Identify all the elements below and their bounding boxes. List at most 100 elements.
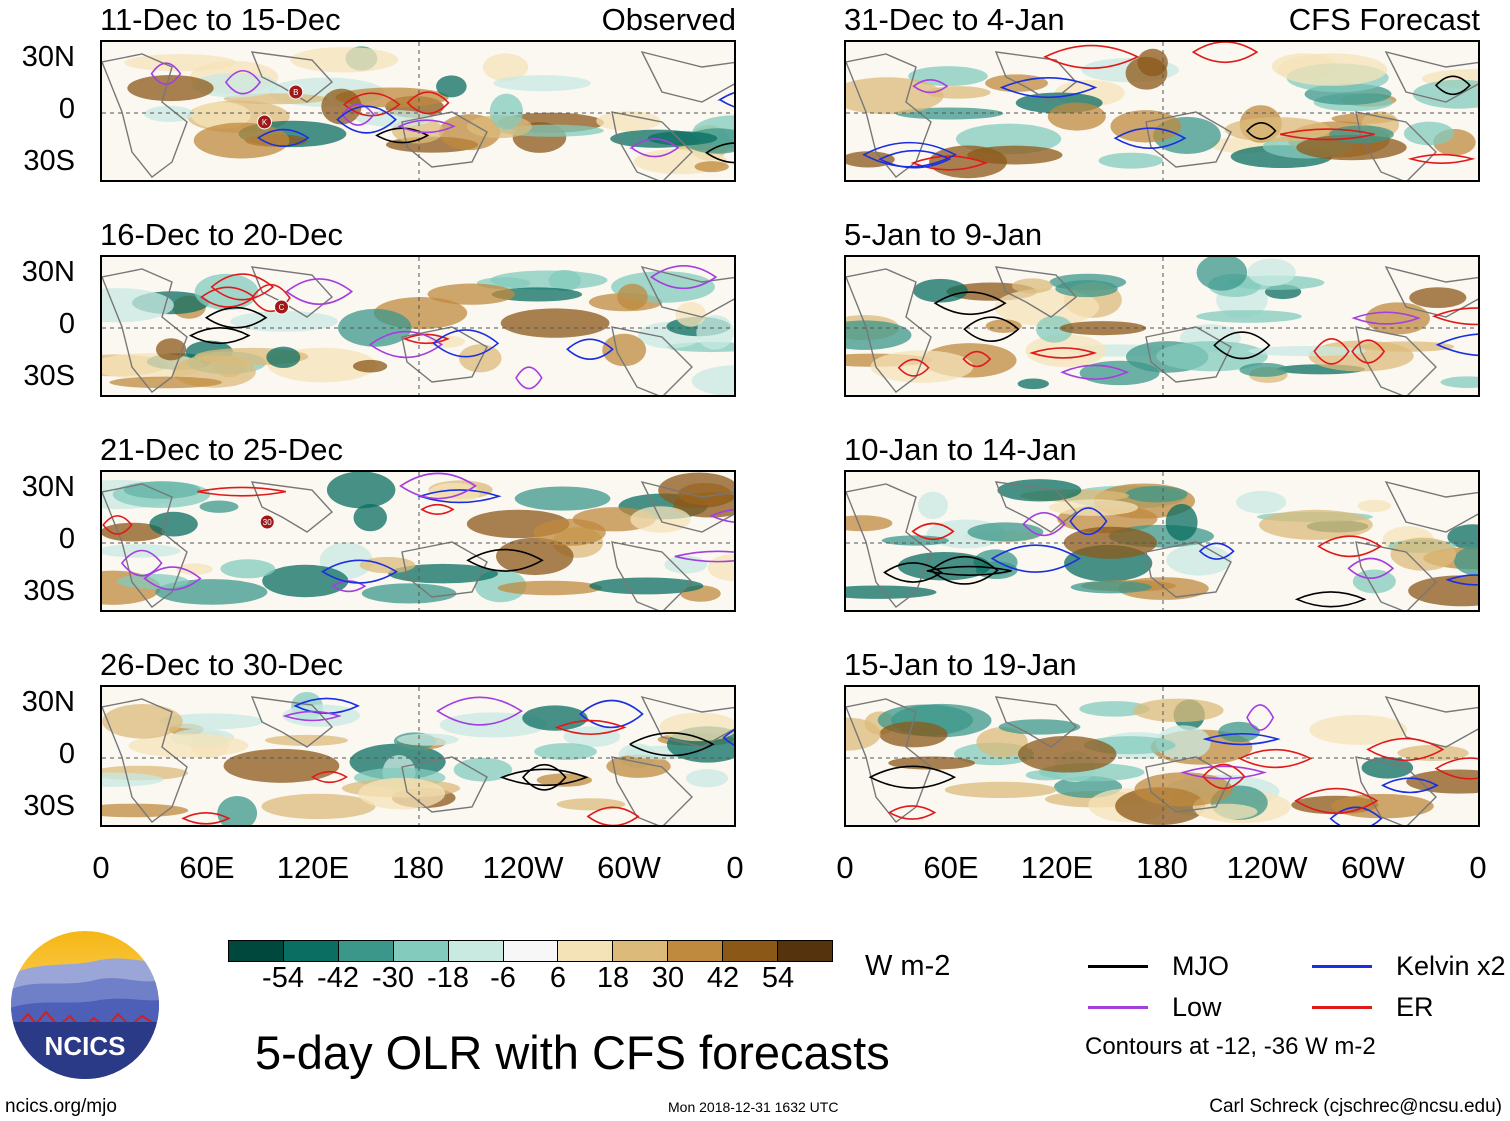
contour-line: [1431, 307, 1478, 326]
colorbar-label: -18: [427, 962, 469, 994]
contour-line: [210, 273, 275, 301]
olr-anomaly-blob: [1155, 725, 1211, 761]
olr-anomaly-blob: [1397, 745, 1469, 761]
olr-anomaly-blob: [1196, 257, 1248, 291]
colorbar-cell: [283, 941, 339, 961]
legend-label: Low: [1172, 992, 1222, 1022]
contour-line: [515, 366, 543, 390]
lon-label: 0: [1469, 850, 1487, 885]
panel-period: 26-Dec to 30-Dec: [100, 647, 343, 682]
olr-anomaly-blob: [1409, 287, 1467, 309]
contour-line: [862, 141, 957, 168]
lon-label: 0: [726, 850, 744, 885]
coastline: [994, 51, 1078, 103]
contour-line: [674, 550, 734, 563]
olr-anomaly-blob: [1331, 793, 1434, 819]
coastline: [640, 50, 734, 103]
colorbar-label: 54: [761, 962, 795, 994]
coastline: [611, 756, 693, 825]
lat-label: 30S: [23, 790, 75, 822]
lon-label: 60E: [179, 850, 235, 885]
olr-anomaly-blob: [881, 535, 950, 546]
coastline: [102, 483, 188, 608]
olr-map: [844, 470, 1480, 612]
olr-anomaly-blob: [102, 772, 164, 787]
olr-anomaly-blob: [497, 580, 603, 596]
olr-anomaly-blob: [691, 365, 734, 395]
colorbar-cell: [229, 941, 284, 961]
coastline: [1145, 326, 1232, 383]
panel-forecast-4: 15-Jan to 19-Jan: [844, 647, 1480, 829]
olr-anomaly-blob: [262, 564, 349, 598]
coastline: [250, 696, 334, 748]
colorbar-label: 6: [549, 962, 567, 994]
contours-note: Contours at -12, -36 W m-2: [1085, 1033, 1376, 1060]
coastline: [1355, 326, 1437, 395]
olr-anomaly-blob: [1156, 341, 1268, 372]
olr-anomaly-blob: [176, 563, 213, 575]
olr-anomaly-blob: [879, 721, 948, 748]
coastline: [1145, 756, 1232, 813]
olr-anomaly-blob: [1259, 509, 1373, 540]
olr-anomaly-blob: [658, 472, 734, 509]
contour-line: [897, 358, 930, 377]
contour-line: [1238, 749, 1313, 769]
olr-anomaly-blob: [1329, 125, 1394, 144]
olr-anomaly-blob: [846, 585, 937, 599]
olr-anomaly-blob: [696, 314, 734, 350]
olr-anomaly-blob: [326, 472, 396, 509]
olr-anomaly-blob: [491, 287, 583, 302]
olr-anomaly-blob: [191, 102, 251, 129]
contour-line: [1294, 787, 1379, 814]
contour-line: [250, 283, 291, 313]
contour-line: [417, 489, 502, 504]
contour-line: [399, 472, 477, 500]
olr-anomaly-blob: [606, 754, 671, 778]
storm-marker-label: C: [279, 303, 285, 312]
lon-label: 180: [1136, 850, 1188, 885]
olr-anomaly-blob: [335, 87, 449, 108]
contour-line: [1022, 511, 1066, 537]
contour-line: [963, 316, 1020, 342]
coastline: [994, 481, 1078, 533]
contour-line: [1202, 733, 1281, 746]
contour-line: [566, 338, 614, 360]
contour-line: [1043, 44, 1140, 69]
lon-label: 120W: [1226, 850, 1308, 885]
colorbar-label: -54: [262, 962, 304, 994]
lat-label: 0: [58, 93, 75, 125]
contour-line: [1317, 535, 1383, 558]
contour-line: [1351, 339, 1386, 364]
panel-period: 11-Dec to 15-Dec: [100, 2, 341, 37]
coastline: [102, 698, 188, 823]
contour-line: [1060, 364, 1130, 380]
contour-line: [321, 559, 398, 584]
coastline: [250, 51, 334, 103]
coastline: [640, 695, 734, 748]
olr-anomaly-blob: [1361, 756, 1414, 779]
panel-forecast-2: 5-Jan to 9-Jan: [844, 217, 1480, 399]
contour-line: [1069, 507, 1108, 536]
contour-line: [397, 119, 456, 134]
colorbar-label: 18: [596, 962, 630, 994]
coastline: [401, 326, 488, 383]
olr-anomaly-blob: [1196, 310, 1302, 323]
footer-timestamp: Mon 2018-12-31 1632 UTC: [668, 1099, 839, 1115]
storm-marker-label: K: [262, 118, 268, 127]
olr-anomaly-blob: [1236, 490, 1287, 514]
olr-anomaly-blob: [453, 757, 513, 782]
contour-line: [887, 805, 937, 820]
contour-line: [1347, 557, 1395, 579]
contour-line: [342, 92, 401, 117]
olr-anomaly-blob: [534, 743, 597, 761]
olr-anomaly-blob: [548, 269, 581, 292]
olr-anomaly-blob: [1308, 340, 1414, 372]
contour-line: [926, 565, 1012, 576]
coastline: [1384, 50, 1478, 103]
lon-label: 60W: [1341, 850, 1405, 885]
lat-label: 0: [58, 523, 75, 555]
colorbar-label: 30: [651, 962, 685, 994]
colorbar-cell: [503, 941, 559, 961]
contour-line: [336, 105, 397, 134]
contour-line: [143, 566, 202, 591]
